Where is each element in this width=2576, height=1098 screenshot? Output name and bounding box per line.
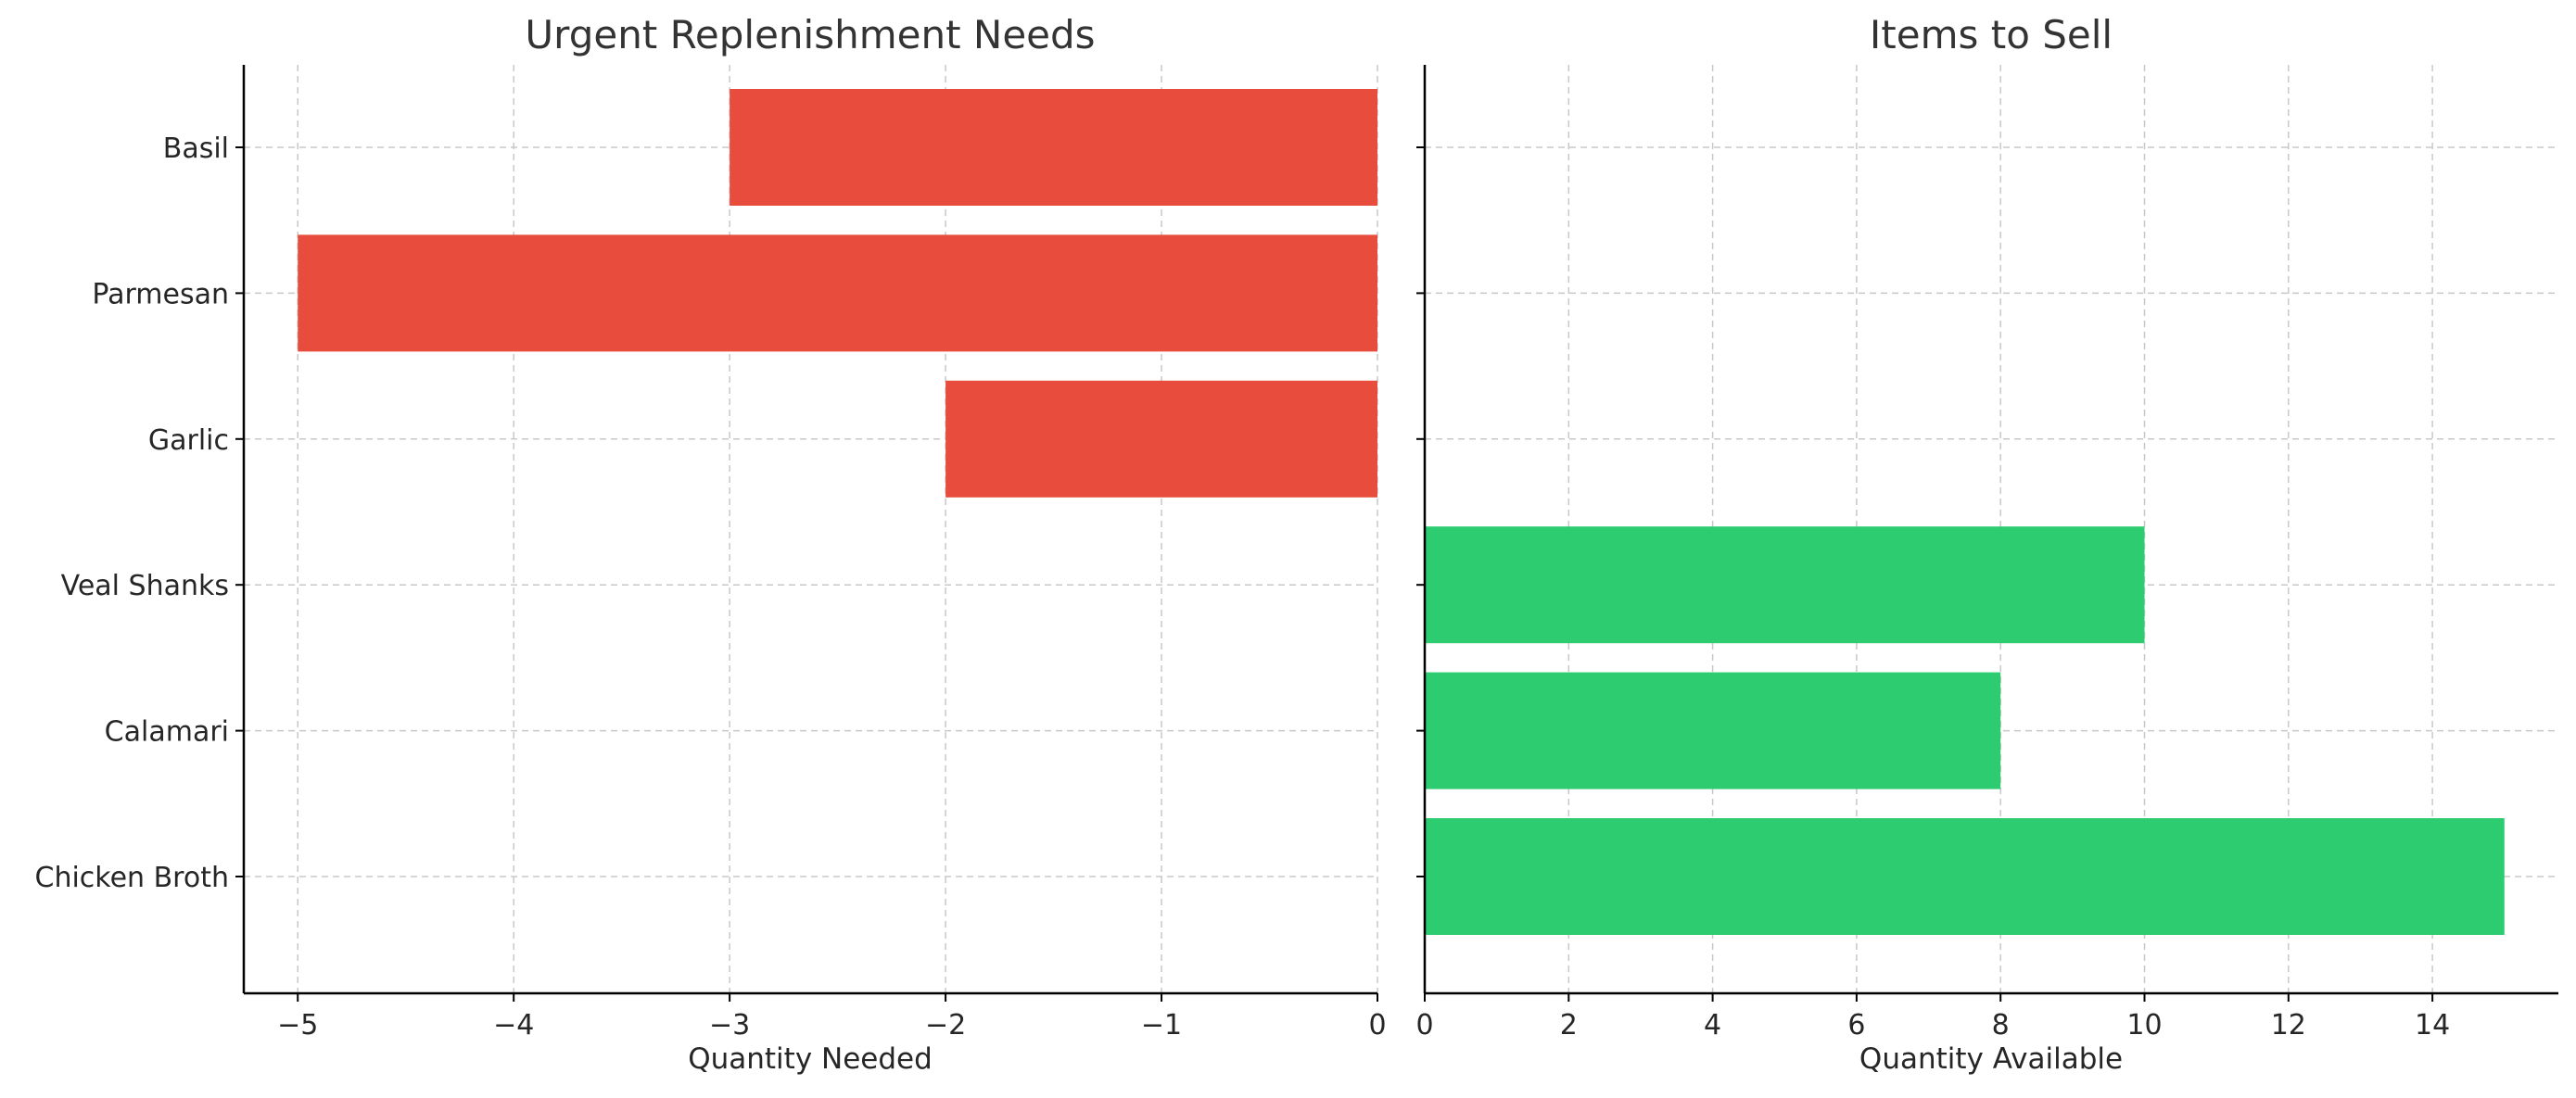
y-tick-label-veal-shanks: Veal Shanks — [61, 570, 229, 602]
y-tick-label-basil: Basil — [163, 133, 229, 165]
replenishment-x-tick-label: −5 — [277, 1009, 318, 1041]
sell-bar-veal-shanks — [1425, 526, 2145, 644]
replenishment-title: Urgent Replenishment Needs — [525, 12, 1095, 57]
replenishment-grid — [244, 65, 1378, 993]
y-tick-label-calamari: Calamari — [105, 716, 229, 749]
replenishment-bar-basil — [730, 89, 1377, 206]
replenishment-x-tick-label: 0 — [1368, 1009, 1386, 1041]
sell-x-tick-label: 0 — [1415, 1009, 1433, 1041]
sell-x-tick-label: 8 — [1992, 1009, 2010, 1041]
sell-x-tick-label: 10 — [2126, 1009, 2162, 1041]
replenishment-x-tick-label: −4 — [493, 1009, 534, 1041]
sell-title: Items to Sell — [1870, 12, 2113, 57]
sell-x-tick-label: 4 — [1704, 1009, 1721, 1041]
sell-x-tick-label: 14 — [2415, 1009, 2450, 1041]
y-tick-label-chicken-broth: Chicken Broth — [35, 862, 230, 894]
sell-panel: Items to Sell Quantity Available 0 2 4 6 8 10… — [1415, 12, 2558, 1076]
replenishment-bar-parmesan — [298, 234, 1378, 352]
replenishment-x-tick-label: −3 — [709, 1009, 750, 1041]
replenishment-bars — [298, 89, 1378, 498]
replenishment-x-tick-label: −1 — [1141, 1009, 1182, 1041]
sell-x-tick-label: 12 — [2271, 1009, 2306, 1041]
sell-bar-calamari — [1425, 672, 2001, 789]
sell-bars — [1425, 526, 2505, 935]
y-tick-label-garlic: Garlic — [148, 424, 229, 457]
sell-x-axis-label: Quantity Available — [1859, 1042, 2123, 1076]
replenishment-panel: Urgent Replenishment Needs Quantity Need… — [35, 12, 1387, 1076]
sell-x-tick-label: 6 — [1847, 1009, 1865, 1041]
replenishment-x-tick-label: −2 — [925, 1009, 966, 1041]
replenishment-bar-garlic — [945, 380, 1377, 498]
replenishment-x-axis-label: Quantity Needed — [688, 1042, 933, 1076]
sell-x-tick-label: 2 — [1560, 1009, 1578, 1041]
sell-bar-chicken-broth — [1425, 818, 2505, 935]
y-tick-label-parmesan: Parmesan — [92, 278, 229, 310]
